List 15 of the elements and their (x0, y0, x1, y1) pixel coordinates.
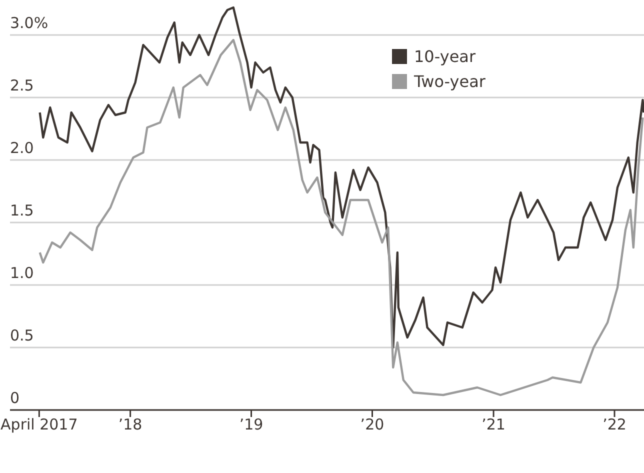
x-tick-label: ’19 (239, 416, 264, 434)
y-tick-label: 3.0% (10, 14, 48, 32)
x-tick-label: ’22 (602, 416, 626, 434)
y-tick-label: 0.5 (10, 326, 34, 344)
legend-label: Two-year (414, 71, 486, 93)
y-tick-label: 0 (10, 389, 20, 407)
x-tick-label: ’18 (118, 416, 142, 434)
y-tick-label: 1.0 (10, 264, 34, 282)
x-tick-label: ’20 (360, 416, 384, 434)
y-tick-label: 2.0 (10, 139, 34, 157)
legend-label: 10-year (414, 46, 476, 68)
y-tick-label: 2.5 (10, 76, 34, 94)
x-tick-label: ’21 (482, 416, 506, 434)
x-tick-label: April 2017 (0, 416, 78, 434)
y-tick-label: 1.5 (10, 202, 34, 220)
